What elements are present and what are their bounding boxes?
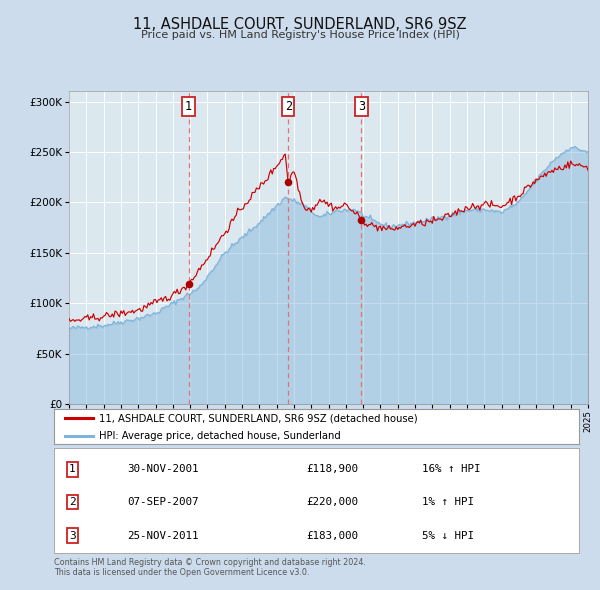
Text: £183,000: £183,000 (306, 530, 358, 540)
Text: 2: 2 (69, 497, 76, 507)
Text: Price paid vs. HM Land Registry's House Price Index (HPI): Price paid vs. HM Land Registry's House … (140, 30, 460, 40)
Text: £220,000: £220,000 (306, 497, 358, 507)
Text: 25-NOV-2011: 25-NOV-2011 (128, 530, 199, 540)
Text: 11, ASHDALE COURT, SUNDERLAND, SR6 9SZ: 11, ASHDALE COURT, SUNDERLAND, SR6 9SZ (133, 17, 467, 31)
Text: 30-NOV-2001: 30-NOV-2001 (128, 464, 199, 474)
Text: 3: 3 (358, 100, 365, 113)
Text: 07-SEP-2007: 07-SEP-2007 (128, 497, 199, 507)
Text: HPI: Average price, detached house, Sunderland: HPI: Average price, detached house, Sund… (98, 431, 340, 441)
Text: £118,900: £118,900 (306, 464, 358, 474)
Text: 3: 3 (69, 530, 76, 540)
Text: Contains HM Land Registry data © Crown copyright and database right 2024.: Contains HM Land Registry data © Crown c… (54, 558, 366, 566)
Text: This data is licensed under the Open Government Licence v3.0.: This data is licensed under the Open Gov… (54, 568, 310, 577)
Text: 2: 2 (285, 100, 292, 113)
Text: 1: 1 (69, 464, 76, 474)
Text: 1% ↑ HPI: 1% ↑ HPI (421, 497, 473, 507)
Text: 5% ↓ HPI: 5% ↓ HPI (421, 530, 473, 540)
Text: 1: 1 (185, 100, 192, 113)
Text: 16% ↑ HPI: 16% ↑ HPI (421, 464, 480, 474)
Text: 11, ASHDALE COURT, SUNDERLAND, SR6 9SZ (detached house): 11, ASHDALE COURT, SUNDERLAND, SR6 9SZ (… (98, 413, 417, 423)
